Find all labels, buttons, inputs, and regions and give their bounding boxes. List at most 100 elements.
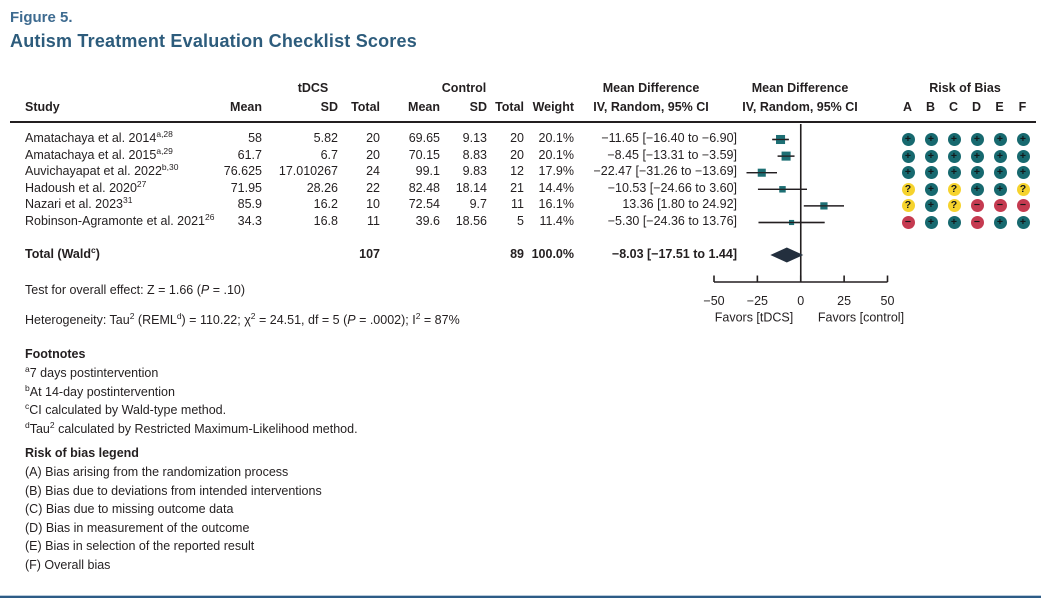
rob-legend-item: (D) Bias in measurement of the outcome (25, 520, 250, 535)
cell-sd-control: 18.14 (455, 180, 487, 195)
cell-total-control: 12 (510, 164, 524, 179)
cell-mean-control: 72.54 (408, 197, 440, 212)
cell-total-control: 20 (510, 131, 524, 145)
cell-total-tdcs: 24 (366, 164, 380, 179)
rob-plus-icon: + (947, 149, 961, 163)
cell-mean-tdcs: 34.3 (237, 214, 262, 228)
cell-mean-tdcs: 58 (248, 131, 262, 145)
rob-question-icon: ? (901, 182, 915, 196)
cell-total-control: 11 (511, 197, 524, 212)
rob-legend-heading: Risk of bias legend (25, 446, 139, 460)
cell-mean-tdcs: 85.9 (237, 197, 262, 212)
table-header-rule (10, 121, 1036, 123)
forest-plot: −50 −25 0 25 50 Favors [tDCS] Favors [control] (703, 124, 904, 325)
col-header-weight: Weight (532, 100, 574, 114)
rob-legend-item: (C) Bias due to missing outcome data (25, 502, 234, 516)
cell-total-tdcs: 20 (366, 131, 380, 145)
rob-column-letter: D (971, 100, 982, 114)
cell-weight: 14.4% (538, 180, 574, 195)
study-row: Auvichayapat et al. 2022b,30 76.625 17.010… (0, 162, 1041, 181)
cell-total-tdcs: 20 (366, 147, 380, 162)
axis-tick-label: −25 (747, 294, 768, 308)
cell-total-control: 20 (510, 147, 524, 162)
total-control-n: 89 (510, 246, 524, 261)
axis-tick-label: 0 (797, 294, 804, 308)
group-header-mean-difference-text: Mean Difference (602, 81, 700, 95)
rob-plus-icon: + (924, 199, 938, 213)
rob-plus-icon: + (993, 216, 1007, 229)
rob-minus-icon: − (970, 199, 984, 213)
cell-study-name: Hadoush et al. 202027 (25, 178, 147, 195)
total-row: Total (Waldc) 107 89 100.0% −8.03 [−17.5… (0, 245, 1041, 264)
cell-sd-tdcs: 16.8 (313, 214, 338, 228)
cell-sd-tdcs: 28.26 (306, 180, 338, 195)
group-header-risk-of-bias: Risk of Bias (929, 81, 1001, 95)
group-header-mean-difference-plot: Mean Difference (751, 81, 849, 95)
rob-minus-icon: − (1016, 199, 1030, 213)
footnote-item: bAt 14-day postintervention (25, 382, 175, 399)
rob-plus-icon: + (970, 166, 984, 180)
footnote-item: a7 days postintervention (25, 363, 159, 380)
total-md-ci: −8.03 [−17.51 to 1.44] (611, 246, 737, 261)
cell-sd-tdcs: 6.7 (320, 147, 338, 162)
rob-legend-list: (A) Bias arising from the randomization … (25, 463, 322, 574)
study-row: Robinson-Agramonte et al. 202126 34.3 16.8… (0, 211, 1041, 231)
cell-sd-tdcs: 17.010267 (278, 164, 338, 179)
footnotes-list: a7 days postintervention bAt 14-day posti… (25, 364, 358, 438)
rob-column-letter: B (925, 100, 936, 114)
cell-study-name: Amatachaya et al. 2015a,29 (25, 145, 173, 162)
rob-plus-icon: + (924, 216, 938, 229)
cell-weight: 17.9% (538, 164, 574, 179)
rob-plus-icon: + (924, 133, 938, 146)
cell-md-ci: −5.30 [−24.36 to 13.76] (607, 214, 737, 228)
rob-plus-icon: + (947, 166, 961, 180)
cell-sd-control: 9.83 (462, 164, 487, 179)
rob-plus-icon: + (1016, 133, 1030, 146)
cell-md-ci: −22.47 [−31.26 to −13.69] (593, 164, 737, 179)
rob-minus-icon: − (993, 199, 1007, 213)
axis-tick-label: 50 (881, 294, 895, 308)
study-row: Amatachaya et al. 2014a,28 58 5.82 20 69.65 9… (0, 128, 1041, 148)
cell-sd-tdcs: 5.82 (313, 131, 338, 145)
favors-right-label: Favors [control] (818, 311, 904, 325)
cell-mean-control: 82.48 (408, 180, 440, 195)
favors-left-label: Favors [tDCS] (715, 311, 794, 325)
rob-column-letter: F (1018, 100, 1027, 114)
rob-plus-icon: + (1016, 166, 1030, 180)
cell-study-name: Robinson-Agramonte et al. 202126 (25, 211, 215, 228)
rob-plus-icon: + (970, 182, 984, 196)
rob-question-icon: ? (901, 199, 915, 213)
col-header-iv-random-2: IV, Random, 95% CI (742, 100, 858, 114)
col-header-total-tdcs: Total (351, 100, 380, 114)
rob-question-icon: ? (947, 199, 961, 213)
col-header-sd-control: SD (469, 100, 487, 114)
figure-title: Autism Treatment Evaluation Checklist Sc… (10, 31, 417, 51)
cell-sd-control: 18.56 (455, 214, 487, 228)
cell-total-tdcs: 11 (367, 214, 380, 228)
cell-mean-control: 39.6 (415, 214, 440, 228)
cell-mean-tdcs: 71.95 (230, 180, 262, 195)
rob-plus-icon: + (947, 133, 961, 146)
rob-column-letter: E (995, 100, 1004, 114)
footnotes-heading: Footnotes (25, 347, 86, 361)
cell-study-name: Auvichayapat et al. 2022b,30 (25, 162, 179, 179)
figure-number: Figure 5. (10, 9, 73, 26)
study-row: Hadoush et al. 202027 71.95 28.26 22 82.48 18… (0, 178, 1041, 198)
rob-question-icon: ? (1016, 182, 1030, 196)
rob-legend-item: (B) Bias due to deviations from intended… (25, 483, 322, 498)
cell-sd-tdcs: 16.2 (313, 197, 338, 212)
cell-total-control: 5 (517, 214, 524, 228)
cell-study-name: Amatachaya et al. 2014a,28 (25, 128, 173, 145)
cell-weight: 11.4% (539, 214, 574, 228)
rob-legend-item: (F) Overall bias (25, 557, 111, 572)
cell-weight: 16.1% (538, 197, 574, 212)
cell-sd-control: 8.83 (462, 147, 487, 162)
cell-md-ci: −8.45 [−13.31 to −3.59] (607, 147, 737, 162)
col-header-total-control: Total (495, 100, 524, 114)
rob-plus-icon: + (901, 149, 915, 163)
cell-sd-control: 9.7 (469, 197, 487, 212)
axis-tick-label: −50 (703, 294, 724, 308)
rob-plus-icon: + (1016, 216, 1030, 229)
rob-legend-item: (E) Bias in selection of the reported re… (25, 539, 255, 553)
